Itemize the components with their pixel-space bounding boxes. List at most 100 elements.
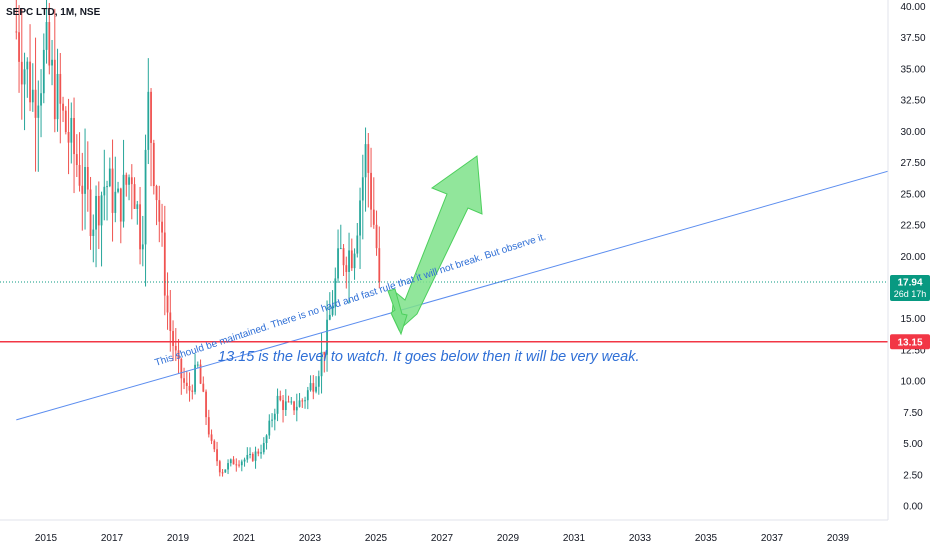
support-level-badge (890, 334, 930, 350)
candle-body (210, 434, 213, 441)
price-tick-label: 10.00 (900, 377, 925, 388)
candle-body (73, 117, 75, 155)
candle-body (152, 142, 155, 187)
candle-body (177, 350, 180, 359)
candle-body (119, 188, 122, 222)
candle-body (268, 420, 271, 436)
candle-body (254, 451, 257, 461)
price-axis[interactable] (888, 0, 932, 520)
price-tick-label: 12.50 (900, 345, 925, 356)
candle-body (108, 168, 111, 187)
candle-body (202, 383, 205, 392)
candle-body (331, 306, 334, 315)
candle-body (339, 248, 342, 250)
candle-body (361, 177, 364, 201)
symbol-title[interactable]: SEPC LTD, 1M, NSE (6, 7, 101, 18)
price-tick-label: 27.50 (900, 158, 925, 169)
candles-layer (15, 0, 381, 477)
candle-body (141, 244, 144, 250)
candle-body (64, 110, 67, 133)
time-tick-label: 2035 (695, 533, 718, 544)
candle-body (284, 401, 287, 411)
annotation-main: 13.15 is the level to watch. It goes bel… (218, 349, 640, 365)
candle-body (271, 419, 273, 421)
candle-body (56, 73, 59, 120)
candle-body (290, 401, 293, 403)
candle-body (59, 73, 62, 104)
candle-body (172, 331, 174, 346)
candle-body (144, 149, 147, 245)
lines-layer (0, 163, 915, 421)
candle-body (40, 93, 42, 106)
last-price-countdown: 26d 17h (894, 289, 927, 299)
candle-body (117, 188, 119, 192)
candle-body (23, 69, 26, 85)
candle-body (367, 144, 370, 173)
candle-body (161, 221, 163, 233)
candle-body (372, 209, 375, 225)
candle-body (359, 200, 361, 236)
candle-body (62, 103, 64, 111)
time-tick-label: 2027 (431, 533, 454, 544)
candle-body (257, 451, 260, 454)
candle-body (298, 400, 301, 407)
price-tick-label: 0.00 (903, 502, 923, 513)
candle-body (218, 461, 221, 473)
trendline[interactable] (16, 163, 915, 421)
candle-body (342, 248, 345, 266)
candle-body (147, 91, 150, 150)
candle-body (273, 413, 276, 420)
price-tick-label: 22.50 (900, 221, 925, 232)
candle-body (67, 132, 70, 143)
time-axis[interactable] (0, 520, 932, 550)
candle-body (287, 401, 290, 403)
candle-body (323, 351, 326, 355)
time-tick-label: 2023 (299, 533, 322, 544)
candle-body (174, 345, 177, 351)
candle-body (188, 385, 191, 391)
candle-body (348, 250, 350, 272)
candle-body (97, 195, 100, 226)
candle-body (45, 22, 48, 50)
candle-body (185, 382, 188, 386)
candle-body (260, 452, 262, 454)
candle-body (309, 383, 312, 391)
candle-body (86, 167, 89, 190)
candle-body (370, 172, 372, 210)
candle-body (243, 459, 246, 462)
candle-body (251, 453, 254, 461)
candle-body (31, 89, 34, 103)
price-tick-label: 7.50 (903, 408, 923, 419)
arrows-layer (387, 155, 483, 336)
candle-body (92, 229, 95, 237)
candle-body (317, 376, 320, 387)
candle-body (265, 435, 268, 444)
candle-body (295, 406, 298, 411)
candle-body (95, 195, 97, 230)
candle-body (315, 386, 317, 392)
price-tick-label: 32.50 (900, 96, 925, 107)
candle-body (235, 464, 238, 466)
candle-body (70, 117, 73, 143)
time-tick-label: 2017 (101, 533, 124, 544)
candle-body (246, 454, 249, 460)
candle-body (150, 91, 152, 143)
candle-body (328, 314, 331, 320)
candle-body (114, 191, 117, 213)
candle-body (345, 265, 348, 272)
candle-body (26, 61, 29, 70)
price-tick-label: 2.50 (903, 470, 923, 481)
candle-body (194, 364, 196, 392)
forecast-arrow-down[interactable] (387, 288, 408, 336)
candle-body (89, 189, 92, 237)
candle-body (128, 177, 130, 185)
candle-body (334, 278, 337, 307)
candle-body (103, 186, 106, 196)
price-badges: 17.94 26d 17h 13.15 (890, 274, 930, 350)
candle-body (282, 400, 284, 411)
candle-body (262, 443, 265, 453)
time-tick-label: 2031 (563, 533, 586, 544)
time-tick-label: 2021 (233, 533, 256, 544)
